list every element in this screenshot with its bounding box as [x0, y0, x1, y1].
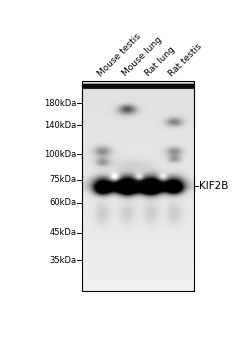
Text: 180kDa: 180kDa — [44, 99, 77, 108]
Text: Mouse lung: Mouse lung — [120, 35, 164, 78]
Text: 75kDa: 75kDa — [49, 175, 77, 184]
Text: 45kDa: 45kDa — [50, 228, 77, 237]
Text: 60kDa: 60kDa — [49, 198, 77, 208]
Bar — [82, 81, 194, 291]
Text: Mouse testis: Mouse testis — [96, 32, 142, 78]
Text: KIF2B: KIF2B — [199, 181, 228, 191]
Text: Rat lung: Rat lung — [144, 45, 177, 78]
Text: 100kDa: 100kDa — [44, 150, 77, 159]
Text: Rat testis: Rat testis — [168, 42, 204, 78]
Text: 35kDa: 35kDa — [49, 256, 77, 265]
Text: 140kDa: 140kDa — [44, 121, 77, 130]
